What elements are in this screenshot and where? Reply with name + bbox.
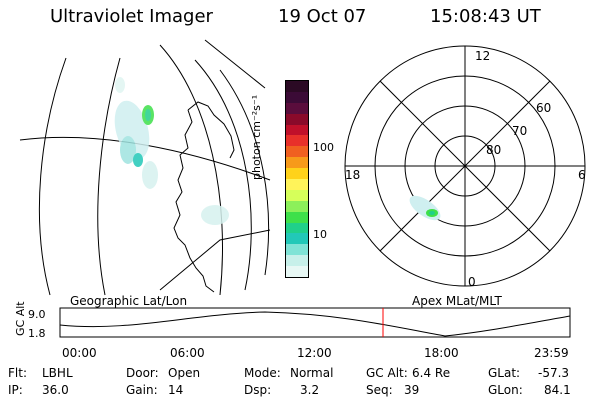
gcalt-label: GC Alt: bbox=[366, 366, 408, 380]
polar-hour-12: 12 bbox=[475, 49, 490, 63]
colorbar-tick-100: 100 bbox=[313, 141, 334, 154]
ip-label: IP: bbox=[8, 383, 23, 397]
polar-hour-0: 0 bbox=[468, 275, 476, 289]
timeline-xtick-1800: 18:00 bbox=[424, 346, 459, 360]
colorbar-segment bbox=[286, 91, 308, 103]
colorbar-unit-label: photon cm⁻²s⁻¹ bbox=[250, 94, 263, 180]
glon-value: 84.1 bbox=[544, 383, 571, 397]
timeline-xtick-1200: 12:00 bbox=[297, 346, 332, 360]
timeline-ytick-9: 9.0 bbox=[28, 308, 46, 321]
colorbar-segment bbox=[286, 222, 308, 234]
colorbar-segment bbox=[286, 135, 308, 147]
dsp-value: 3.2 bbox=[300, 383, 320, 397]
apex-label: Apex MLat/MLT bbox=[412, 294, 502, 308]
polar-lat-80: 80 bbox=[486, 143, 501, 157]
polar-hour-18: 18 bbox=[345, 168, 360, 182]
gain-value: 14 bbox=[168, 383, 184, 397]
colorbar-segment bbox=[286, 81, 308, 92]
time-label: 15:08:43 UT bbox=[430, 6, 541, 27]
colorbar-segment bbox=[286, 189, 308, 201]
colorbar-segment bbox=[286, 102, 308, 114]
altitude-timeline bbox=[59, 307, 571, 338]
polar-lat-70: 70 bbox=[512, 124, 527, 138]
colorbar-segment bbox=[286, 244, 308, 256]
colorbar-tick-10: 10 bbox=[313, 228, 327, 241]
colorbar-segment bbox=[286, 146, 308, 158]
colorbar-segment bbox=[286, 168, 308, 180]
mode-value: Normal bbox=[290, 366, 334, 380]
glat-label: GLat: bbox=[488, 366, 521, 380]
colorbar-segment bbox=[286, 157, 308, 169]
glon-label: GLon: bbox=[488, 383, 523, 397]
seq-value: 39 bbox=[404, 383, 420, 397]
colorbar-segment bbox=[286, 233, 308, 245]
flt-value: LBHL bbox=[42, 366, 73, 380]
colorbar-segment bbox=[286, 179, 308, 190]
colorbar-segment bbox=[286, 124, 308, 136]
timeline-axis-label: GC Alt bbox=[14, 301, 27, 336]
polar-plot: 12 18 6 0 60 70 80 bbox=[344, 45, 586, 289]
timeline-xtick-0000: 00:00 bbox=[62, 346, 97, 360]
polar-hour-6: 6 bbox=[578, 168, 586, 182]
glat-value: -57.3 bbox=[538, 366, 570, 380]
colorbar-segment bbox=[286, 113, 308, 125]
colorbar-segment bbox=[286, 211, 308, 223]
timeline-xtick-2359: 23:59 bbox=[534, 346, 569, 360]
colorbar-segment bbox=[286, 255, 308, 267]
instrument-title: Ultraviolet Imager bbox=[50, 6, 213, 27]
door-value: Open bbox=[168, 366, 201, 380]
geographic-label: Geographic Lat/Lon bbox=[70, 294, 188, 308]
door-label: Door: bbox=[126, 366, 159, 380]
mode-label: Mode: bbox=[244, 366, 281, 380]
colorbar bbox=[285, 80, 309, 278]
colorbar-segment bbox=[286, 266, 308, 278]
timeline-xtick-0600: 06:00 bbox=[170, 346, 205, 360]
flt-label: Flt: bbox=[8, 366, 27, 380]
dsp-label: Dsp: bbox=[244, 383, 272, 397]
date-label: 19 Oct 07 bbox=[278, 6, 367, 27]
timeline-ytick-1-8: 1.8 bbox=[28, 327, 46, 340]
seq-label: Seq: bbox=[366, 383, 393, 397]
colorbar-segment bbox=[286, 200, 308, 212]
ip-value: 36.0 bbox=[42, 383, 69, 397]
polar-lat-60: 60 bbox=[536, 101, 551, 115]
gain-label: Gain: bbox=[126, 383, 158, 397]
geographic-map bbox=[19, 39, 271, 296]
gcalt-value: 6.4 Re bbox=[412, 366, 451, 380]
